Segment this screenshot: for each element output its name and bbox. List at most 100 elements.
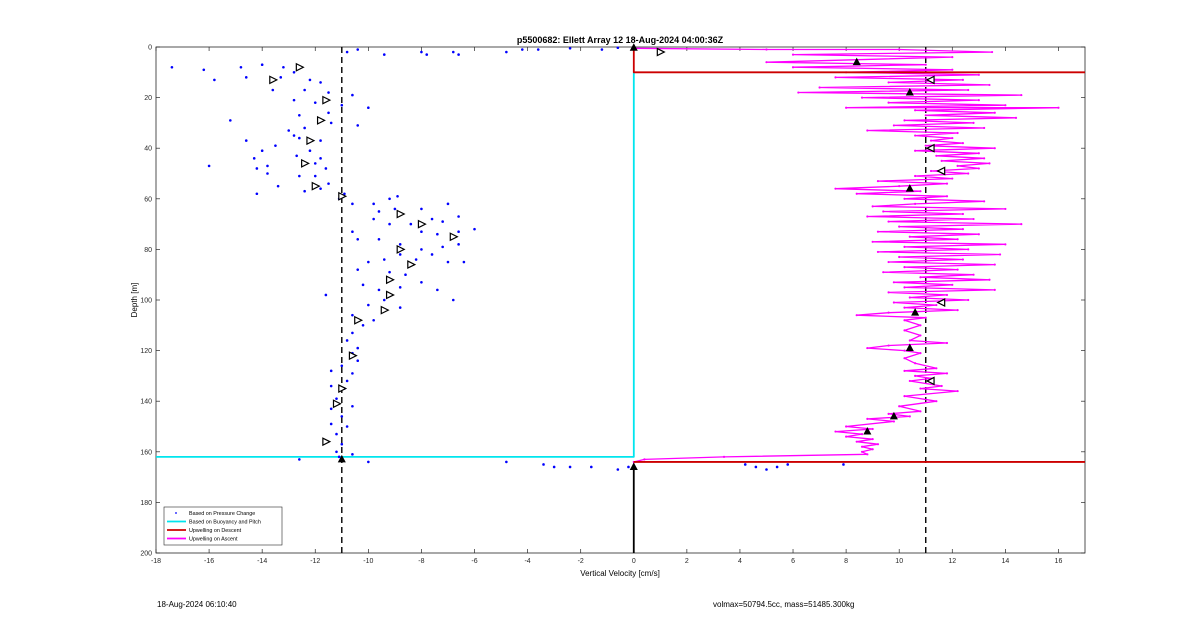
pressure-change-point bbox=[213, 78, 216, 82]
pressure-change-point bbox=[255, 192, 259, 196]
pressure-change-point bbox=[367, 303, 370, 307]
ascent-series-point bbox=[643, 458, 646, 461]
pressure-change-point bbox=[382, 53, 386, 56]
ascent-series-point bbox=[935, 367, 938, 370]
ascent-series-point bbox=[956, 309, 959, 312]
ascent-dot-marker bbox=[911, 308, 920, 316]
descent-triangle-marker bbox=[407, 260, 417, 270]
pressure-change-point bbox=[786, 463, 790, 466]
x-tick-label: 12 bbox=[948, 558, 956, 565]
legend-entry-label: Upwelling on Ascent bbox=[189, 537, 238, 543]
ascent-series-point bbox=[892, 281, 895, 284]
ascent-series-point bbox=[866, 346, 869, 350]
ascent-series-point bbox=[951, 136, 954, 140]
ascent-series-point bbox=[935, 154, 938, 157]
pressure-change-point bbox=[372, 217, 375, 221]
descent-triangle-marker bbox=[385, 275, 395, 285]
pressure-change-point bbox=[775, 465, 779, 469]
ascent-series-point bbox=[845, 435, 848, 438]
ascent-series-point bbox=[887, 260, 890, 264]
pressure-change-point bbox=[367, 106, 370, 110]
x-tick-label: 10 bbox=[895, 558, 903, 565]
ascent-series-point bbox=[898, 405, 901, 408]
pressure-change-point bbox=[329, 384, 333, 388]
ascent-series-point bbox=[961, 78, 965, 81]
pressure-change-point bbox=[520, 48, 524, 51]
ascent-series-point bbox=[924, 316, 927, 319]
descent-triangle-marker bbox=[396, 244, 406, 254]
x-tick-label: -2 bbox=[578, 558, 584, 565]
pressure-change-point bbox=[356, 237, 360, 241]
pressure-change-point bbox=[319, 139, 322, 142]
ascent-series-point bbox=[924, 144, 927, 147]
pressure-change-point bbox=[292, 134, 296, 137]
pressure-change-point bbox=[377, 237, 381, 241]
pressure-change-point bbox=[568, 465, 572, 469]
ascent-series-point bbox=[977, 233, 980, 236]
pressure-change-point bbox=[274, 144, 277, 147]
pressure-change-point bbox=[616, 468, 620, 471]
pressure-change-point bbox=[351, 404, 354, 408]
ascent-series-point bbox=[903, 286, 906, 289]
ascent-dot-marker bbox=[852, 57, 861, 66]
y-tick-label: 0 bbox=[148, 45, 152, 52]
footer-stats: volmax=50794.5cc, mass=51485.300kg bbox=[713, 600, 855, 609]
descent-triangle-marker bbox=[322, 437, 332, 447]
pressure-change-point bbox=[229, 119, 232, 122]
y-tick-label: 200 bbox=[140, 551, 152, 558]
pressure-change-point bbox=[398, 306, 402, 309]
pressure-change-point bbox=[308, 78, 312, 82]
pressure-change-point bbox=[327, 91, 330, 94]
pressure-change-point bbox=[404, 273, 407, 277]
ascent-series-point bbox=[903, 306, 906, 309]
pressure-change-point bbox=[743, 463, 747, 466]
descent-triangle-marker bbox=[316, 115, 326, 125]
pressure-change-point bbox=[292, 71, 296, 74]
pressure-change-point bbox=[441, 245, 444, 249]
pressure-change-point bbox=[377, 210, 381, 213]
descent-triangle-marker bbox=[322, 95, 332, 105]
y-tick-label: 180 bbox=[140, 500, 152, 507]
ascent-series-point bbox=[1004, 104, 1007, 107]
pressure-change-point bbox=[340, 442, 344, 446]
ascent-series-point bbox=[993, 111, 996, 114]
pressure-change-point bbox=[343, 192, 346, 196]
ascent-series-point bbox=[834, 430, 837, 433]
pressure-change-point bbox=[335, 397, 338, 400]
x-tick-label: 14 bbox=[1001, 558, 1009, 565]
ascent-series-point bbox=[871, 240, 874, 243]
pressure-change-point bbox=[420, 280, 423, 284]
pressure-change-point bbox=[398, 253, 402, 256]
ascent-series-point bbox=[876, 443, 880, 446]
ascent-series-point bbox=[908, 296, 911, 299]
pressure-change-point bbox=[266, 172, 269, 175]
pressure-change-point bbox=[457, 53, 460, 56]
pressure-change-point bbox=[457, 215, 460, 218]
ascent-triangle-marker bbox=[936, 166, 946, 176]
pressure-change-point bbox=[505, 50, 508, 54]
ascent-series-point bbox=[993, 263, 996, 266]
pressure-change-point bbox=[451, 50, 455, 54]
pressure-change-point bbox=[600, 48, 604, 51]
legend-entry-label: Upwelling on Descent bbox=[189, 528, 242, 534]
pressure-change-point bbox=[568, 46, 572, 50]
pressure-change-point bbox=[303, 189, 306, 193]
x-tick-label: -14 bbox=[257, 558, 267, 565]
ascent-series-point bbox=[988, 278, 991, 281]
ascent-series-point bbox=[967, 298, 970, 302]
ascent-series-point bbox=[898, 225, 901, 228]
ascent-series-point bbox=[860, 432, 864, 436]
ascent-series-point bbox=[882, 210, 885, 213]
ascent-series-point bbox=[903, 369, 906, 372]
descent-triangle-marker bbox=[301, 158, 310, 168]
pressure-change-point bbox=[398, 286, 402, 289]
ascent-series-point bbox=[903, 266, 906, 269]
pressure-change-point bbox=[329, 407, 333, 411]
pressure-change-point bbox=[505, 460, 508, 464]
legend-swatch-dot bbox=[175, 512, 177, 514]
descent-triangle-marker bbox=[354, 315, 364, 325]
ascent-series-point bbox=[908, 339, 911, 342]
x-tick-label: -6 bbox=[471, 558, 477, 565]
ascent-series-point bbox=[972, 217, 975, 221]
ascent-dot-marker bbox=[905, 87, 914, 96]
